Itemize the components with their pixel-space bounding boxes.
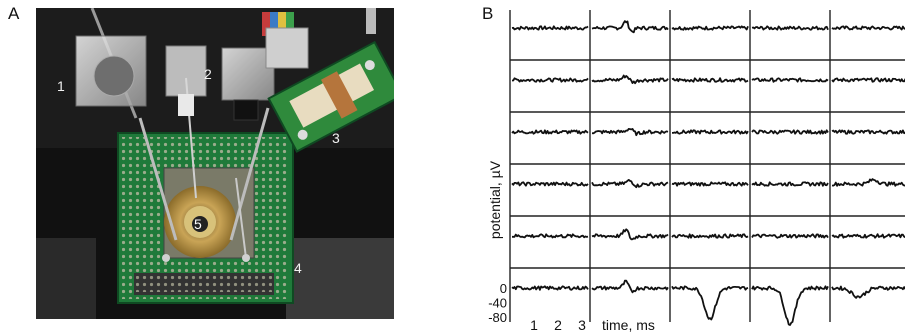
trace-r4-c1 (511, 181, 589, 187)
trace-r1-c1 (511, 25, 589, 31)
trace-r5-c1 (512, 233, 589, 239)
y-axis-label: potential, µV (487, 160, 503, 239)
trace-r2-c1 (512, 77, 589, 83)
trace-r5-c5 (831, 233, 905, 239)
trace-r6-c1 (511, 285, 589, 291)
trace-r3-c1 (511, 129, 589, 135)
callout-4: 4 (294, 260, 302, 276)
trace-r6-c3 (671, 285, 749, 321)
setup-photograph: 1 2 3 4 5 (36, 8, 394, 319)
trace-r2-c5 (831, 77, 905, 83)
x-axis-ticks: 1 2 3 (530, 317, 586, 332)
y-tick-label: 0 (500, 281, 507, 296)
y-tick-label: -40 (488, 295, 507, 310)
callout-1: 1 (57, 78, 65, 94)
trace-r1-c4 (751, 25, 829, 31)
trace-r6-c4 (751, 285, 829, 326)
setup-photo-illustration (36, 8, 394, 319)
trace-r4-c4 (751, 181, 829, 187)
trace-r4-c2 (591, 178, 669, 189)
trace-r5-c3 (671, 233, 749, 239)
trace-r6-c2 (591, 279, 669, 294)
trace-r5-c2 (591, 228, 669, 241)
trace-r6-c5 (831, 285, 905, 299)
y-tick-label: -80 (488, 310, 507, 325)
trace-r1-c3 (671, 25, 749, 31)
trace-r2-c3 (671, 77, 749, 83)
trace-r5-c4 (751, 233, 829, 239)
x-axis-label: time, ms (602, 317, 655, 332)
x-tick-label: 1 (530, 317, 538, 332)
callout-3: 3 (332, 130, 340, 146)
panel-b-letter: B (482, 4, 494, 23)
y-axis-ticks: 0-40-80 (488, 281, 507, 325)
trace-r3-c5 (831, 129, 905, 135)
trace-series (511, 20, 905, 326)
trace-r2-c4 (751, 77, 829, 83)
trace-r4-c5 (831, 178, 905, 187)
trace-r1-c2 (591, 20, 669, 34)
trace-r1-c5 (831, 25, 905, 31)
trace-r2-c2 (591, 74, 669, 85)
x-tick-label: 3 (578, 317, 586, 332)
trace-r3-c4 (751, 129, 829, 135)
trace-r3-c2 (591, 127, 669, 137)
callout-5: 5 (194, 216, 202, 232)
x-tick-label: 2 (554, 317, 562, 332)
panel-a-letter: A (8, 4, 20, 23)
callout-2: 2 (204, 66, 212, 82)
trace-r3-c3 (672, 129, 749, 135)
trace-grid-lines (509, 10, 905, 322)
trace-r4-c3 (671, 181, 749, 187)
